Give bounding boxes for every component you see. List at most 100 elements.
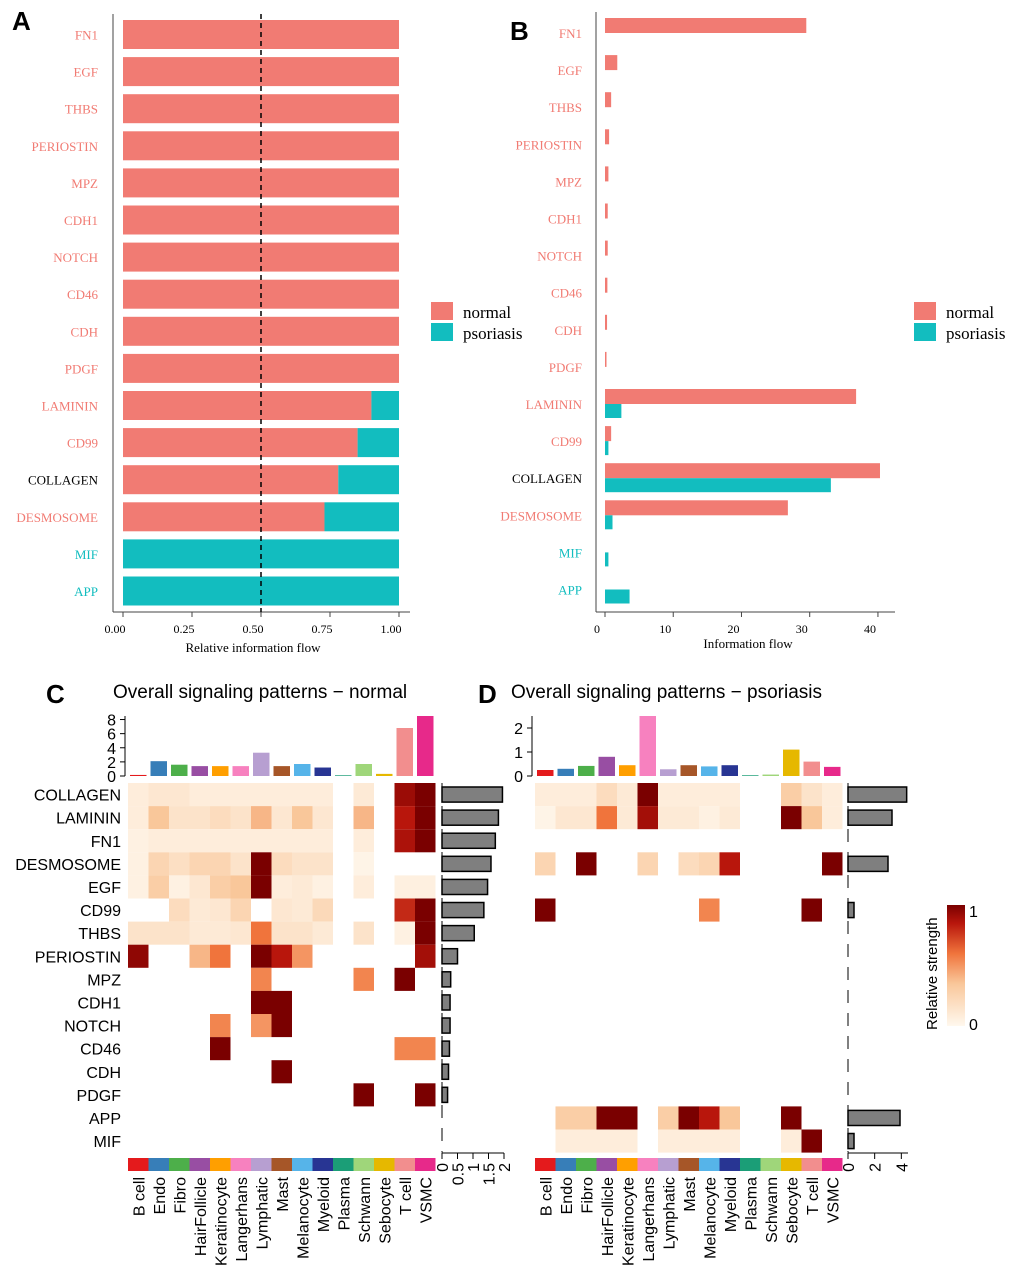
d-cell bbox=[658, 783, 679, 807]
b-bar-fn1-normal bbox=[605, 18, 807, 33]
d-cell bbox=[576, 852, 597, 876]
c-col-color-vsmc bbox=[415, 1158, 436, 1171]
c-cell bbox=[292, 829, 313, 853]
c-right-bar-mpz bbox=[441, 971, 452, 988]
d-top-bar-langerhans bbox=[639, 716, 656, 776]
colorbar-title: Relative strength bbox=[924, 917, 941, 1030]
c-cell bbox=[210, 783, 231, 807]
d-cell bbox=[801, 1129, 822, 1153]
c-cell bbox=[312, 898, 333, 922]
panel-label-a: A bbox=[12, 6, 31, 36]
d-cell bbox=[699, 1129, 720, 1153]
d-col-color-sebocyte bbox=[781, 1158, 802, 1171]
d-col-color-mast bbox=[678, 1158, 699, 1171]
d-right-bar-collagen bbox=[847, 786, 908, 803]
a-category-label: LAMININ bbox=[42, 399, 99, 414]
c-cell bbox=[415, 944, 436, 968]
c-top-bar-vsmc bbox=[417, 716, 434, 776]
c-cell bbox=[271, 783, 292, 807]
d-col-label: Keratinocyte bbox=[620, 1177, 637, 1266]
d-top-bar-melanocyte bbox=[701, 766, 718, 776]
d-cell bbox=[822, 783, 843, 807]
panel-c-heatmap: 02468COLLAGENLAMININFN1DESMOSOMEEGFCD99T… bbox=[15, 713, 514, 1266]
c-col-label: Langerhans bbox=[234, 1177, 251, 1262]
c-cell bbox=[415, 875, 436, 899]
c-cell bbox=[169, 921, 190, 945]
c-cell bbox=[292, 852, 313, 876]
b-category-label: FN1 bbox=[559, 26, 582, 41]
c-row-label: THBS bbox=[78, 926, 121, 943]
c-cell bbox=[128, 852, 149, 876]
c-row-label: DESMOSOME bbox=[15, 857, 121, 874]
c-top-bar-b-cell bbox=[130, 774, 147, 776]
a-category-label: NOTCH bbox=[53, 250, 98, 265]
c-cell bbox=[394, 921, 415, 945]
d-cell bbox=[699, 852, 720, 876]
b-category-label: LAMININ bbox=[526, 397, 583, 412]
c-cell bbox=[189, 921, 210, 945]
d-col-label: T cell bbox=[805, 1177, 822, 1215]
d-cell bbox=[555, 1106, 576, 1130]
d-cell bbox=[658, 806, 679, 830]
c-cell bbox=[230, 829, 251, 853]
a-x-tick-label: 0.50 bbox=[243, 622, 264, 636]
c-cell bbox=[210, 1037, 231, 1061]
c-cell bbox=[353, 783, 374, 807]
c-cell bbox=[251, 875, 272, 899]
c-top-bar-fibro bbox=[171, 764, 188, 776]
c-cell bbox=[189, 852, 210, 876]
d-cell bbox=[699, 1106, 720, 1130]
panel-a-chart: FN1 EGF THBS PERIOSTIN MPZ CDH1 NOTCH CD46 CDH PD… bbox=[16, 14, 410, 655]
d-cell bbox=[658, 1106, 679, 1130]
c-right-tick-label: 0.5 bbox=[451, 1163, 468, 1185]
c-right-bar-fn1 bbox=[441, 832, 497, 850]
b-bar-app-psoriasis bbox=[605, 589, 630, 604]
c-right-bar-egf bbox=[441, 878, 489, 896]
c-row-label: CDH bbox=[86, 1065, 121, 1082]
c-cell bbox=[312, 875, 333, 899]
d-top-bar-schwann bbox=[762, 774, 779, 776]
d-cell bbox=[617, 1129, 638, 1153]
c-col-label: Keratinocyte bbox=[213, 1177, 230, 1266]
d-col-color-endo bbox=[555, 1158, 576, 1171]
c-cell bbox=[353, 806, 374, 830]
d-col-color-melanocyte bbox=[699, 1158, 720, 1171]
c-cell bbox=[292, 921, 313, 945]
d-right-tick-label: 2 bbox=[868, 1163, 885, 1172]
b-bar-cd99-psoriasis bbox=[605, 441, 609, 456]
panel-b-chart: FN1 EGF THBS PERIOSTIN MPZ CDH1 NOTCH CD46 CDH PD… bbox=[500, 12, 895, 651]
legend-b-normal-swatch bbox=[914, 302, 936, 320]
c-col-label: Endo bbox=[152, 1177, 169, 1214]
c-cell bbox=[292, 875, 313, 899]
c-right-bar-thbs bbox=[441, 924, 475, 942]
c-row-label: EGF bbox=[88, 880, 121, 897]
legend-b-psoriasis-swatch bbox=[914, 323, 936, 341]
c-cell bbox=[271, 898, 292, 922]
c-cell bbox=[394, 875, 415, 899]
c-cell bbox=[128, 875, 149, 899]
c-col-color-endo bbox=[148, 1158, 169, 1171]
c-cell bbox=[230, 783, 251, 807]
c-top-bar-t-cell bbox=[396, 728, 413, 776]
c-cell bbox=[210, 1014, 231, 1038]
c-row-label: PDGF bbox=[77, 1088, 122, 1105]
c-cell bbox=[312, 806, 333, 830]
panel-label-c: C bbox=[46, 679, 65, 709]
c-right-bar-desmosome bbox=[441, 855, 492, 873]
c-cell bbox=[148, 921, 169, 945]
c-cell bbox=[148, 783, 169, 807]
a-category-label: CDH1 bbox=[64, 213, 98, 228]
c-row-label: LAMININ bbox=[56, 811, 121, 828]
b-bar-periostin-normal bbox=[605, 129, 610, 145]
b-bar-egf-normal bbox=[605, 55, 618, 71]
c-col-color-t-cell bbox=[394, 1158, 415, 1171]
c-cell bbox=[128, 944, 149, 968]
c-cell bbox=[271, 1014, 292, 1038]
c-col-label: Sebocyte bbox=[377, 1177, 394, 1244]
d-col-color-myeloid bbox=[719, 1158, 740, 1171]
c-col-color-langerhans bbox=[230, 1158, 251, 1171]
c-cell bbox=[394, 1037, 415, 1061]
c-col-color-plasma bbox=[333, 1158, 354, 1171]
c-cell bbox=[415, 783, 436, 807]
